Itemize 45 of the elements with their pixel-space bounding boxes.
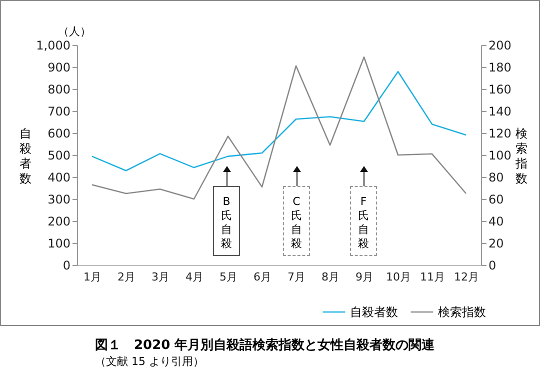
y2-tick-label: 0: [488, 258, 496, 272]
y2-tick-label: 120: [488, 126, 512, 140]
y-tick-label: 200: [48, 214, 70, 228]
y2-tick-label: 140: [488, 104, 512, 118]
text-box: F氏自殺: [350, 186, 377, 256]
y2-tick-label: 60: [488, 192, 504, 206]
x-tick-label: 6月: [253, 270, 272, 284]
y-tick-label: 1,000: [36, 38, 70, 52]
y2-axis-title: 検索指数: [514, 126, 528, 186]
y-tick-label: 300: [48, 192, 70, 206]
legend-label: 検索指数: [438, 305, 486, 319]
text: 図１ 2020 年月別自殺語検索指数と女性自殺者数の関連: [95, 336, 435, 354]
x-tick-label: 12月: [454, 270, 480, 284]
text-box: C氏自殺: [283, 186, 310, 256]
y2-tick-label: 20: [488, 236, 504, 250]
legend-label: 自殺者数: [350, 305, 398, 319]
x-tick-label: 9月: [356, 270, 374, 284]
y-tick-label: 100: [48, 236, 70, 250]
y-axis-title: 自殺者数: [20, 126, 32, 186]
x-tick-label: 5月: [219, 270, 238, 284]
x-tick-label: 3月: [151, 270, 170, 284]
y-tick-label: 500: [48, 148, 70, 162]
x-tick-label: 4月: [185, 270, 204, 284]
y2-tick-label: 80: [488, 170, 504, 184]
y2-tick-label: 180: [488, 60, 512, 74]
x-tick-label: 10月: [386, 270, 412, 284]
text: （人）: [58, 24, 91, 39]
y2-tick-label: 100: [488, 148, 512, 162]
y-tick-label: 0: [62, 258, 70, 272]
y2-tick-label: 200: [488, 38, 512, 52]
y-tick-label: 600: [48, 126, 70, 140]
text-box: B氏自殺: [213, 186, 240, 256]
y-tick-label: 700: [48, 104, 70, 118]
y-tick-label: 400: [48, 170, 70, 184]
y-tick-label: 900: [48, 60, 70, 74]
y2-tick-label: 160: [488, 82, 512, 96]
y2-tick-label: 40: [488, 214, 504, 228]
x-tick-label: 7月: [288, 270, 306, 284]
x-tick-label: 8月: [322, 270, 340, 284]
x-tick-label: 1月: [83, 270, 102, 284]
line-series: [91, 70, 467, 172]
x-tick-label: 2月: [117, 270, 136, 284]
y-tick-label: 800: [48, 82, 70, 96]
text: （文献 15 より引用）: [95, 354, 204, 369]
x-tick-label: 11月: [420, 270, 446, 284]
